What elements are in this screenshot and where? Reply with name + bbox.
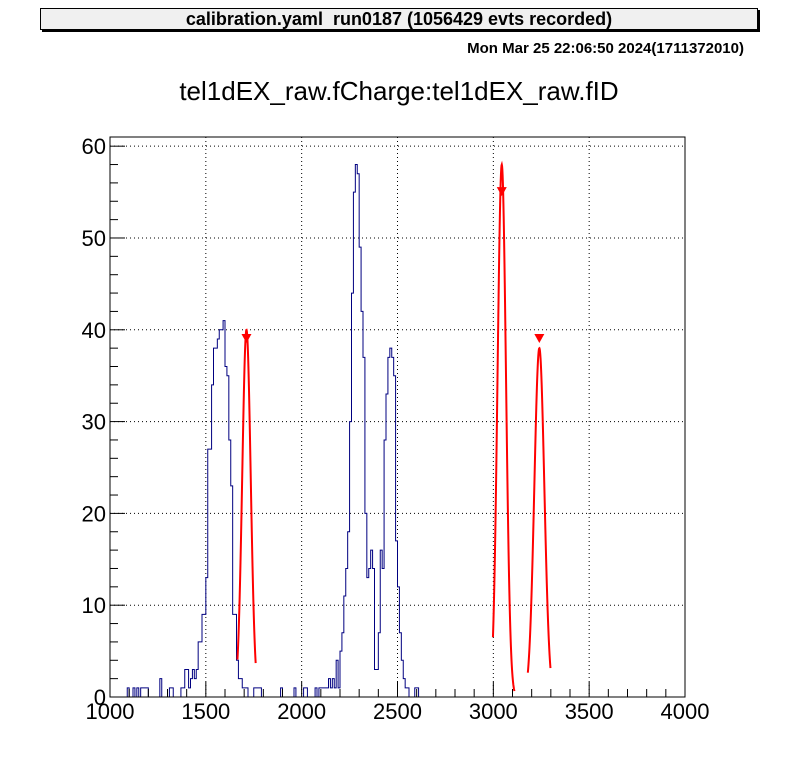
y-tick-label: 0 bbox=[94, 685, 106, 710]
x-tick-label: 1500 bbox=[181, 699, 230, 724]
x-tick-label: 2000 bbox=[277, 699, 326, 724]
x-tick-label: 3000 bbox=[469, 699, 518, 724]
x-tick-label: 1000 bbox=[86, 699, 135, 724]
chart-title: tel1dEX_raw.fCharge:tel1dEX_raw.fID bbox=[179, 76, 619, 106]
y-tick-label: 30 bbox=[82, 410, 106, 435]
peak-marker-2 bbox=[496, 187, 507, 197]
gaussian-fit-2 bbox=[491, 160, 516, 692]
x-tick-label: 2500 bbox=[373, 699, 422, 724]
x-tick-label: 4000 bbox=[661, 699, 710, 724]
peak-marker-3 bbox=[534, 333, 545, 343]
x-tick-label: 3500 bbox=[565, 699, 614, 724]
peak-marker-1 bbox=[241, 333, 252, 343]
y-tick-label: 40 bbox=[82, 318, 106, 343]
gaussian-fit-1 bbox=[236, 328, 257, 664]
y-tick-label: 10 bbox=[82, 593, 106, 618]
stat-box: calibration.yaml run0187 (1056429 evts r… bbox=[40, 8, 758, 30]
y-tick-label: 60 bbox=[82, 134, 106, 159]
y-tick-label: 20 bbox=[82, 501, 106, 526]
gaussian-fit-3 bbox=[526, 346, 552, 673]
histogram-series bbox=[126, 164, 425, 698]
y-tick-label: 50 bbox=[82, 226, 106, 251]
timestamp: Mon Mar 25 22:06:50 2024(1711372010) bbox=[467, 40, 744, 57]
